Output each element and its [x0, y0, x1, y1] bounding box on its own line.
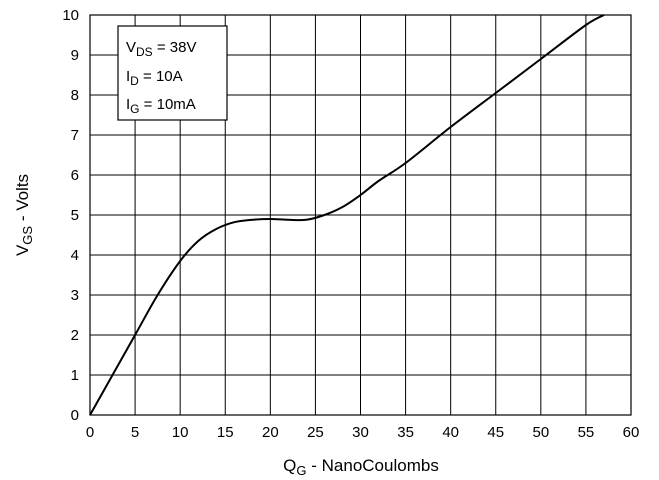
x-axis-title: QG - NanoCoulombs [283, 456, 439, 478]
y-tick-label: 10 [62, 7, 79, 24]
x-tick-label: 20 [262, 424, 279, 441]
y-tick-label: 9 [71, 47, 79, 64]
x-tick-labels: 0 5 10 15 20 25 30 35 40 45 50 55 60 [86, 424, 640, 441]
x-tick-label: 25 [307, 424, 324, 441]
y-tick-label: 8 [71, 87, 79, 104]
x-tick-label: 50 [532, 424, 549, 441]
x-tick-label: 10 [172, 424, 189, 441]
y-tick-label: 5 [71, 207, 79, 224]
y-axis-title: VGS - Volts [13, 174, 35, 256]
plot-frame [89, 14, 632, 416]
y-tick-label: 4 [71, 247, 79, 264]
conditions-box [117, 25, 228, 121]
condition-id: ID = 10A [126, 68, 183, 88]
x-tick-label: 5 [131, 424, 139, 441]
y-tick-labels: 0 1 2 3 4 5 6 7 8 9 10 [62, 7, 79, 424]
x-tick-label: 15 [217, 424, 234, 441]
x-tick-label: 35 [397, 424, 414, 441]
condition-vds: VDS = 38V [126, 39, 196, 59]
y-tick-label: 3 [71, 287, 79, 304]
vgs-vs-qg-curve [89, 14, 605, 416]
x-tick-label: 60 [623, 424, 640, 441]
x-tick-label: 40 [442, 424, 459, 441]
x-tick-label: 30 [352, 424, 369, 441]
conditions-legend: VDS = 38V ID = 10A IG = 10mA [117, 25, 228, 121]
y-tick-label: 1 [71, 367, 79, 384]
y-tick-label: 2 [71, 327, 79, 344]
y-tick-label: 7 [71, 127, 79, 144]
condition-ig: IG = 10mA [126, 96, 196, 116]
x-tick-label: 0 [86, 424, 94, 441]
y-tick-label: 6 [71, 167, 79, 184]
x-tick-label: 45 [487, 424, 504, 441]
x-tick-label: 55 [578, 424, 595, 441]
y-tick-label: 0 [71, 407, 79, 424]
